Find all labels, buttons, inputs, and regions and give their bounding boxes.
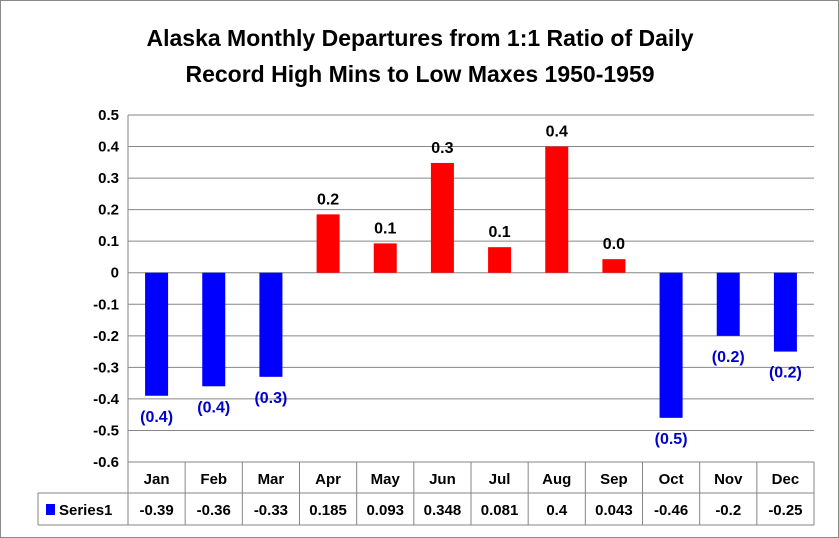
- table-value: 0.4: [546, 502, 568, 519]
- table-value: 0.348: [424, 502, 462, 519]
- bar-oct: [659, 272, 683, 418]
- x-tick-label: Nov: [714, 471, 743, 488]
- bar-jul: [488, 247, 512, 273]
- data-label: 0.1: [374, 220, 396, 237]
- table-value: 0.043: [595, 502, 633, 519]
- data-label: 0.0: [603, 236, 625, 253]
- x-tick-label: Aug: [542, 471, 571, 488]
- legend-key: [46, 504, 55, 515]
- y-tick-label: 0.5: [98, 107, 119, 124]
- table-value: -0.36: [197, 502, 231, 519]
- legend-series-name: Series1: [59, 502, 112, 519]
- x-tick-label: May: [371, 471, 401, 488]
- y-tick-label: 0.2: [98, 202, 119, 219]
- bar-may: [373, 243, 397, 273]
- data-label: (0.5): [655, 431, 688, 448]
- data-label: (0.4): [197, 399, 230, 416]
- data-label: 0.2: [317, 191, 339, 208]
- y-tick-label: -0.3: [93, 359, 119, 376]
- data-label: (0.3): [254, 390, 287, 407]
- x-tick-label: Oct: [659, 471, 684, 488]
- bar-nov: [716, 272, 740, 336]
- y-tick-label: -0.6: [93, 454, 119, 471]
- table-value: -0.2: [715, 502, 741, 519]
- data-labels: (0.4) (0.4) (0.3) 0.2 0.1 0.3 0.1 0.4 0.0 (0.5) (0…: [140, 124, 802, 448]
- y-tick-label: 0: [111, 265, 119, 282]
- bar-feb: [202, 272, 226, 387]
- bar-dec: [773, 272, 797, 352]
- y-tick-label: -0.4: [93, 391, 120, 408]
- table-value: 0.081: [481, 502, 519, 519]
- x-tick-label: Apr: [315, 471, 341, 488]
- bar-jan: [145, 272, 169, 396]
- table-value: 0.185: [309, 502, 347, 519]
- y-tick-label: 0.3: [98, 170, 119, 187]
- y-tick-label: -0.1: [93, 296, 119, 313]
- bar-sep: [602, 259, 626, 273]
- x-tick-label: Jun: [429, 471, 456, 488]
- gridlines: [37, 114, 815, 526]
- x-tick-label: Mar: [258, 471, 285, 488]
- data-label: (0.2): [712, 349, 745, 366]
- y-tick-label: -0.2: [93, 328, 119, 345]
- y-tick-label: -0.5: [93, 422, 119, 439]
- data-label: 0.4: [546, 124, 568, 141]
- x-tick-label: Sep: [600, 471, 628, 488]
- table-value: 0.093: [366, 502, 404, 519]
- bar-apr: [316, 214, 340, 273]
- bar-aug: [545, 146, 569, 273]
- x-tick-label: Feb: [200, 471, 227, 488]
- data-table: Jan -0.39 Feb -0.36 Mar -0.33 Apr 0.185 May 0.093…: [46, 471, 803, 519]
- table-value: -0.25: [768, 502, 802, 519]
- x-tick-label: Dec: [772, 471, 800, 488]
- table-value: -0.46: [654, 502, 688, 519]
- y-tick-label: 0.4: [98, 139, 120, 156]
- data-label: (0.4): [140, 409, 173, 426]
- bars: [145, 146, 797, 418]
- chart-title-line1: Alaska Monthly Departures from 1:1 Ratio…: [146, 25, 693, 51]
- y-tick-label: 0.1: [98, 233, 119, 250]
- bar-mar: [259, 272, 283, 377]
- x-tick-label: Jul: [489, 471, 511, 488]
- x-tick-label: Jan: [144, 471, 170, 488]
- chart-title-line2: Record High Mins to Low Maxes 1950-1959: [185, 61, 654, 87]
- table-value: -0.33: [254, 502, 288, 519]
- data-label: (0.2): [769, 365, 802, 382]
- table-value: -0.39: [139, 502, 173, 519]
- data-label: 0.3: [431, 140, 453, 157]
- data-label: 0.1: [488, 224, 510, 241]
- bar-jun: [430, 162, 454, 273]
- y-tick-labels: 0.5 0.4 0.3 0.2 0.1 0 -0.1 -0.2 -0.3 -0.4 -0.5 -0.6: [93, 107, 120, 471]
